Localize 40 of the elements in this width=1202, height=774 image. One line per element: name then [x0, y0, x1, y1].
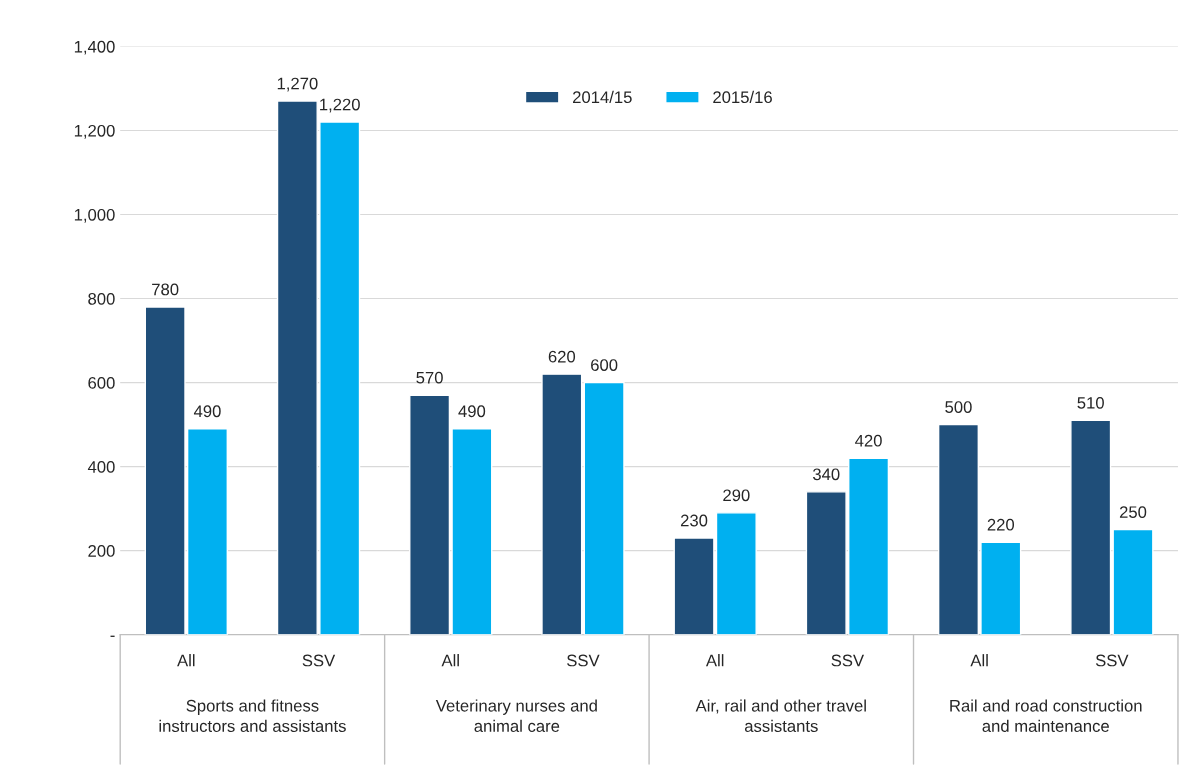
data-label: 250 [1119, 506, 1147, 519]
data-label: 220 [987, 518, 1015, 531]
legend-label: 2014/15 [573, 90, 632, 104]
x-tick-label: All [970, 654, 988, 667]
y-tick-label: 200 [88, 545, 115, 557]
bar [541, 373, 583, 635]
data-label: 600 [591, 359, 618, 371]
y-tick-label: 400 [87, 461, 115, 473]
data-label: 570 [416, 371, 443, 384]
data-label: 510 [1077, 396, 1104, 409]
data-label: 290 [723, 489, 750, 502]
x-tick-label: All [441, 654, 459, 667]
x-tick-label: All [705, 654, 724, 667]
bar [583, 381, 625, 635]
data-label: 340 [812, 468, 840, 481]
data-label: 490 [458, 405, 486, 418]
text: Veterinary nurses and animal care [435, 699, 597, 732]
x-tick-label: SSV [302, 654, 336, 667]
data-label: 230 [680, 514, 708, 527]
y-tick-label: 800 [88, 292, 115, 305]
data-label: 1,270 [277, 77, 318, 92]
y-tick-label: 1,400 [74, 40, 115, 55]
y-tick-label: 1,000 [74, 208, 115, 223]
text: Rail and road construction and maintenance [950, 699, 1142, 732]
text: Sports and fitness instructors and assistants [159, 699, 346, 732]
x-tick-label: SSV [1095, 654, 1129, 667]
x-tick-label: SSV [567, 654, 600, 667]
legend-label: 2015/16 [713, 90, 772, 104]
y-tick-label: 600 [88, 376, 115, 389]
y-tick-label: 1,200 [74, 124, 115, 139]
x-tick-label: SSV [831, 654, 865, 667]
y-tick-label: - [110, 635, 115, 637]
data-label: 1,220 [320, 98, 360, 113]
x-tick-label: All [177, 654, 195, 667]
data-label: 490 [193, 405, 221, 418]
text: Air, rail and other travel assistants [695, 699, 866, 732]
data-label: 500 [945, 401, 972, 413]
data-label: 780 [152, 283, 179, 296]
data-label: 420 [855, 434, 882, 447]
data-label: 620 [548, 350, 576, 363]
